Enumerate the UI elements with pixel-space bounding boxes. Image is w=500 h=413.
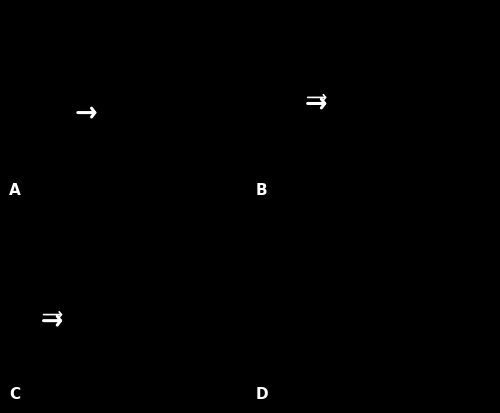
Text: B: B: [256, 183, 268, 197]
Text: C: C: [9, 387, 20, 401]
Text: A: A: [9, 183, 20, 197]
Text: D: D: [256, 387, 268, 401]
